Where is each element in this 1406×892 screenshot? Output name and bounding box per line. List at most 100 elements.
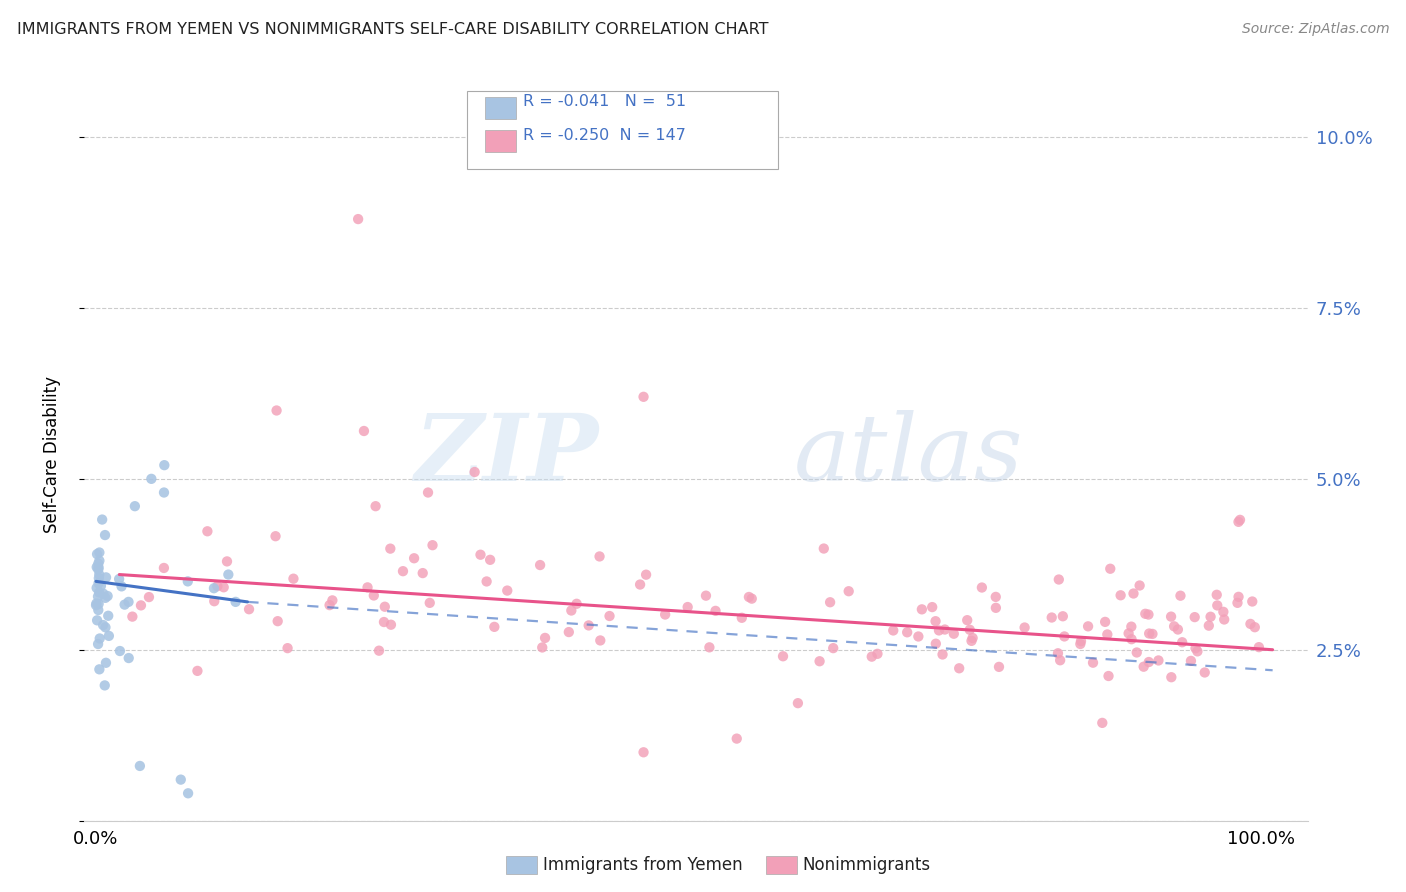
Point (882, 624, 904, 638)
Point (108, 572, 131, 586)
Point (1109, 588, 1132, 602)
Point (599, 609, 621, 624)
Point (215, 554, 238, 568)
Point (676, 600, 699, 615)
Point (1199, 609, 1222, 624)
Point (1184, 641, 1206, 656)
Point (911, 602, 934, 616)
Point (89, 554, 111, 568)
Point (970, 581, 993, 595)
Point (925, 637, 948, 651)
Point (1126, 645, 1149, 659)
Point (1081, 656, 1104, 670)
Y-axis label: Self-Care Disability: Self-Care Disability (42, 376, 60, 533)
Point (741, 591, 763, 606)
Point (931, 648, 953, 662)
Point (84, 598, 107, 612)
Point (1171, 635, 1194, 649)
Point (141, 472, 163, 486)
Point (138, 590, 160, 604)
Point (1099, 562, 1122, 576)
Point (153, 561, 176, 575)
Point (1212, 605, 1234, 619)
Point (813, 541, 835, 556)
Point (786, 696, 808, 710)
Point (1226, 596, 1249, 610)
Point (731, 611, 754, 625)
Point (86, 560, 108, 574)
Point (1137, 607, 1160, 622)
Text: R = -0.250  N = 147: R = -0.250 N = 147 (523, 128, 686, 143)
Point (94, 591, 117, 605)
Point (1052, 609, 1074, 624)
Point (87, 571, 110, 585)
Point (89, 567, 111, 582)
Point (97, 629, 120, 643)
Point (238, 602, 260, 616)
Point (633, 390, 655, 404)
Point (959, 623, 981, 637)
Point (1170, 589, 1192, 603)
Text: Immigrants from Yemen: Immigrants from Yemen (543, 856, 742, 874)
Point (960, 633, 983, 648)
Point (207, 579, 229, 593)
Point (267, 614, 290, 628)
Point (956, 613, 979, 627)
Point (89, 662, 111, 676)
Point (928, 624, 950, 638)
Point (110, 579, 132, 593)
Text: IMMIGRANTS FROM YEMEN VS NONIMMIGRANTS SELF-CARE DISABILITY CORRELATION CHART: IMMIGRANTS FROM YEMEN VS NONIMMIGRANTS S… (17, 22, 768, 37)
Point (128, 759, 150, 773)
Text: R = -0.041   N =  51: R = -0.041 N = 51 (523, 95, 686, 109)
Point (108, 644, 131, 658)
Point (89, 632, 111, 646)
Point (124, 499, 146, 513)
Point (91, 512, 114, 526)
Point (578, 618, 600, 632)
Point (1118, 626, 1140, 640)
Point (1243, 620, 1265, 634)
Point (91, 587, 114, 601)
Point (1014, 620, 1036, 634)
Point (589, 633, 612, 648)
Point (1239, 616, 1261, 631)
Point (87, 590, 110, 604)
Point (921, 600, 943, 615)
Point (264, 529, 287, 543)
Point (818, 595, 841, 609)
Point (1122, 586, 1144, 600)
Point (353, 424, 375, 438)
Point (988, 660, 1011, 674)
Point (416, 485, 439, 500)
Point (1097, 669, 1119, 683)
Point (962, 631, 984, 645)
Point (89, 545, 111, 559)
Point (496, 583, 519, 598)
Point (1227, 590, 1250, 604)
Point (212, 580, 235, 594)
Point (87, 597, 110, 611)
Point (1046, 646, 1069, 660)
Point (97, 608, 120, 623)
Point (1142, 627, 1164, 641)
Point (1053, 629, 1076, 643)
Point (464, 465, 486, 479)
Point (1160, 609, 1182, 624)
Point (654, 607, 676, 622)
Point (87, 557, 110, 571)
Point (412, 566, 434, 580)
Point (217, 567, 239, 582)
Point (197, 524, 219, 539)
Point (419, 596, 441, 610)
Point (588, 549, 610, 564)
Point (94, 570, 117, 584)
Point (529, 558, 551, 572)
Point (374, 599, 396, 614)
Point (129, 599, 152, 613)
Point (225, 595, 247, 609)
Point (114, 598, 136, 612)
Point (1091, 715, 1114, 730)
Point (1077, 619, 1099, 633)
Point (86, 613, 108, 627)
Point (318, 598, 340, 612)
